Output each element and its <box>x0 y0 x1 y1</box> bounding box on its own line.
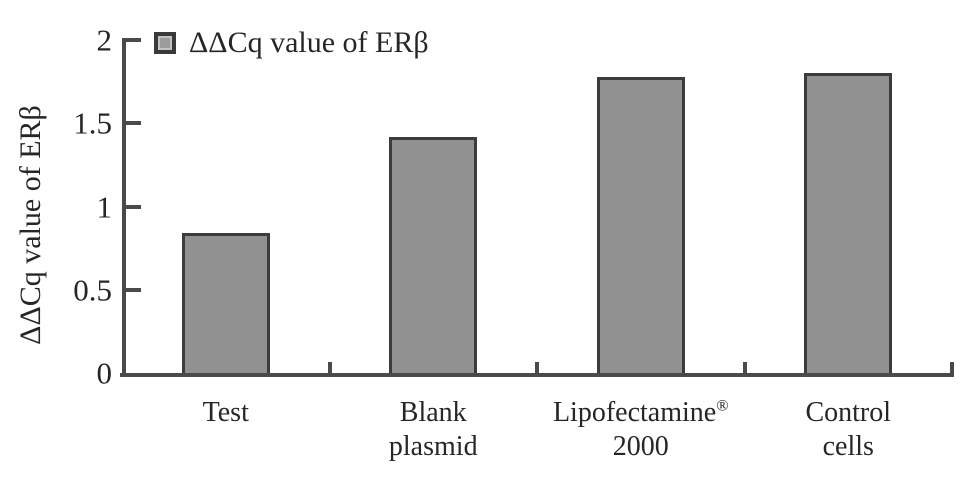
bar <box>804 73 893 373</box>
legend-label: ΔΔCq value of ERβ <box>189 26 429 59</box>
x-tick-mark <box>535 362 539 373</box>
bar <box>389 137 478 373</box>
y-tick-label: 1 <box>96 189 113 224</box>
bar <box>181 233 270 373</box>
legend: ΔΔCq value of ERβ <box>154 28 429 58</box>
x-tick-mark <box>742 362 747 373</box>
y-tick-mark <box>126 204 141 209</box>
x-axis-line <box>120 373 954 377</box>
y-tick-label: 0 <box>96 355 113 391</box>
y-tick-label: 2 <box>96 22 113 58</box>
x-tick-mark <box>327 362 332 373</box>
y-tick-label: 1.5 <box>73 105 112 141</box>
y-axis-line <box>122 38 126 377</box>
legend-swatch-icon <box>154 32 176 54</box>
y-tick-mark <box>126 121 141 126</box>
y-tick-label: 0.5 <box>73 272 112 308</box>
y-tick-mark <box>126 38 141 42</box>
y-tick-mark <box>126 287 141 292</box>
x-category-label: Test <box>202 397 249 428</box>
x-category-label: Blank plasmid <box>388 397 478 462</box>
x-tick-mark <box>950 362 954 373</box>
x-category-label: Control cells <box>805 397 892 462</box>
x-category-label: Lipofectamine® 2000 <box>552 396 729 462</box>
bar <box>596 77 685 373</box>
